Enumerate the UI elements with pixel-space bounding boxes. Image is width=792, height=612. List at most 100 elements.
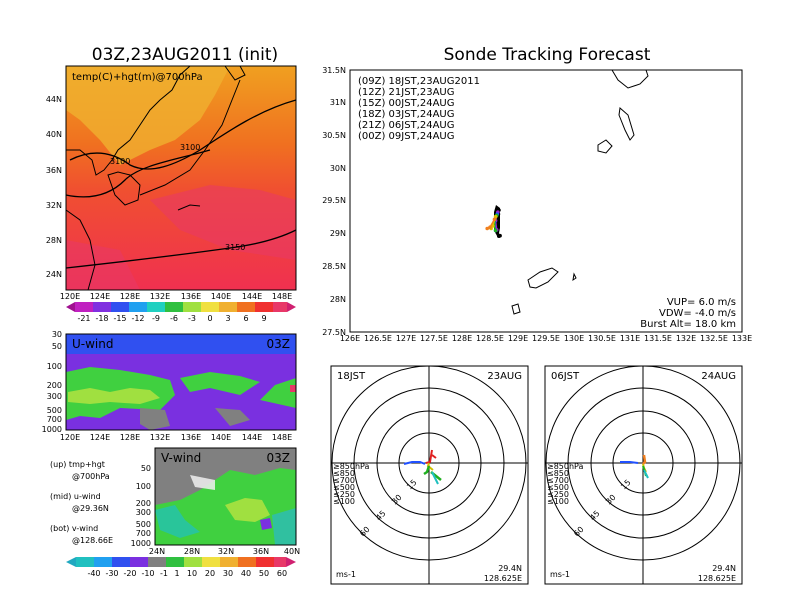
polar-right-levels: ≥850hPa ≤850 ≤700 ≤500 ≤250 ≤100 xyxy=(547,462,584,506)
lon-tick: 131.5E xyxy=(644,334,672,343)
lon-tick: 129E xyxy=(508,334,528,343)
tracking-map xyxy=(349,69,743,333)
left-map xyxy=(65,65,297,291)
contour-label: 3150 xyxy=(225,243,245,252)
level-label: ≤250 xyxy=(333,490,355,499)
p-tick: 700 xyxy=(47,415,62,424)
level-label: ≥850hPa xyxy=(547,462,584,471)
p-tick: 700 xyxy=(136,529,151,538)
lon-tick: 124E xyxy=(90,433,110,442)
lat-tick: 32N xyxy=(46,201,62,210)
track-legend-entry: (00Z) 09JST,24AUG xyxy=(358,131,455,142)
lon-tick: 130.5E xyxy=(588,334,616,343)
polar-right-time: 06JST xyxy=(551,371,580,382)
temperature-colorbar-ticks: -21 -18 -15 -12 -9 -6 -3 0 3 6 9 xyxy=(77,314,266,323)
colorbar-tick: -12 xyxy=(131,314,144,323)
colorbar-tick: -3 xyxy=(188,314,196,323)
p-tick: 50 xyxy=(141,464,151,473)
lon-tick: 128E xyxy=(120,292,140,301)
p-tick: 1000 xyxy=(42,425,62,434)
polar-left-date: 23AUG xyxy=(487,371,522,382)
colorbar-tick: -30 xyxy=(105,569,118,578)
colorbar-tick: -40 xyxy=(87,569,100,578)
lon-tick: 144E xyxy=(242,292,262,301)
polar-right-date: 24AUG xyxy=(701,371,736,382)
vup-readout: VUP= 6.0 m/s xyxy=(667,297,736,308)
lat-tick: 27.5N xyxy=(322,328,346,337)
lon-tick: 129.5E xyxy=(532,334,560,343)
lon-tick: 120E xyxy=(60,433,80,442)
u-wind-lon-ticks: 120E 124E 128E 132E 136E 140E 144E 148E xyxy=(60,433,292,442)
lon-tick: 148E xyxy=(272,292,292,301)
lat-tick: 31N xyxy=(330,98,346,107)
lon-tick: 140E xyxy=(211,292,231,301)
track-legend-entry: (21Z) 06JST,24AUG xyxy=(358,120,455,131)
panel-legend: (up) tmp+hgt @700hPa (mid) u-wind @29.36… xyxy=(50,460,113,545)
lon-tick: 130E xyxy=(564,334,584,343)
v-wind-lat-ticks: 24N 28N 32N 36N 40N xyxy=(149,547,300,556)
colorbar-tick: 60 xyxy=(277,569,287,578)
wind-colorbar-ticks: -40 -30 -20 -10 -1 1 10 20 30 40 50 60 xyxy=(87,569,287,578)
track-point xyxy=(488,225,492,229)
lat-tick: 40N xyxy=(284,547,300,556)
lon-tick: 133E xyxy=(732,334,752,343)
vdw-readout: VDW= -4.0 m/s xyxy=(659,308,736,319)
colorbar-tick: 3 xyxy=(225,314,230,323)
colorbar-tick: -1 xyxy=(160,569,168,578)
polar-left-time: 18JST xyxy=(337,371,366,382)
level-label: ≤500 xyxy=(333,483,355,492)
legend-mid: (mid) u-wind xyxy=(50,492,101,501)
level-label: ≤850 xyxy=(547,469,569,478)
lon-tick: 140E xyxy=(211,433,231,442)
lat-tick: 36N xyxy=(46,166,62,175)
lon-tick: 132E xyxy=(150,433,170,442)
lat-tick: 40N xyxy=(46,130,62,139)
level-label: ≤500 xyxy=(547,483,569,492)
lon-tick: 127E xyxy=(396,334,416,343)
track-legend-entry: (18Z) 03JST,24AUG xyxy=(358,109,455,120)
colorbar-tick: -9 xyxy=(152,314,160,323)
level-label: ≤250 xyxy=(547,490,569,499)
colorbar-tick: -20 xyxy=(123,569,136,578)
wind-colorbar xyxy=(66,557,296,567)
polar-plot-right xyxy=(544,365,743,585)
colorbar-tick: 30 xyxy=(223,569,233,578)
p-tick: 300 xyxy=(136,508,151,517)
lat-tick: 28N xyxy=(184,547,200,556)
p-tick: 300 xyxy=(47,392,62,401)
polar-left-lat: 29.4N xyxy=(498,564,522,573)
lon-tick: 131E xyxy=(620,334,640,343)
colorbar-tick: 6 xyxy=(243,314,248,323)
track-layer xyxy=(485,208,502,238)
lat-tick: 29N xyxy=(330,229,346,238)
colorbar-tick: 20 xyxy=(205,569,215,578)
level-label: ≤100 xyxy=(333,497,355,506)
lat-tick: 36N xyxy=(253,547,269,556)
lat-tick: 44N xyxy=(46,95,62,104)
colorbar-tick: 10 xyxy=(187,569,197,578)
colorbar-tick: 0 xyxy=(207,314,212,323)
lat-tick: 30N xyxy=(330,164,346,173)
colorbar-tick: 9 xyxy=(261,314,266,323)
left-map-label: temp(C)+hgt(m)@700hPa xyxy=(72,72,203,83)
track-point xyxy=(493,228,498,233)
track-legend-entry: (09Z) 18JST,23AUG2011 xyxy=(358,76,480,87)
legend-up-2: @700hPa xyxy=(72,472,110,481)
track-legend-entry: (15Z) 00JST,24AUG xyxy=(358,98,455,109)
polar-right-lon: 128.625E xyxy=(698,574,736,583)
lon-tick: 144E xyxy=(242,433,262,442)
colorbar-tick: -18 xyxy=(95,314,108,323)
level-label: ≤850 xyxy=(333,469,355,478)
colorbar-tick: -21 xyxy=(77,314,90,323)
u-wind-panel xyxy=(65,333,297,431)
lon-tick: 136E xyxy=(181,292,201,301)
legend-bot-2: @128.66E xyxy=(72,536,113,545)
lon-tick: 127.5E xyxy=(420,334,448,343)
lat-tick: 31.5N xyxy=(322,66,346,75)
u-wind-p-ticks: 30 50 100 200 300 500 700 1000 xyxy=(42,330,62,434)
level-label: ≤700 xyxy=(333,476,355,485)
lat-tick: 24N xyxy=(46,270,62,279)
polar-plot-left xyxy=(330,365,529,585)
p-tick: 50 xyxy=(52,342,62,351)
lon-tick: 136E xyxy=(181,433,201,442)
